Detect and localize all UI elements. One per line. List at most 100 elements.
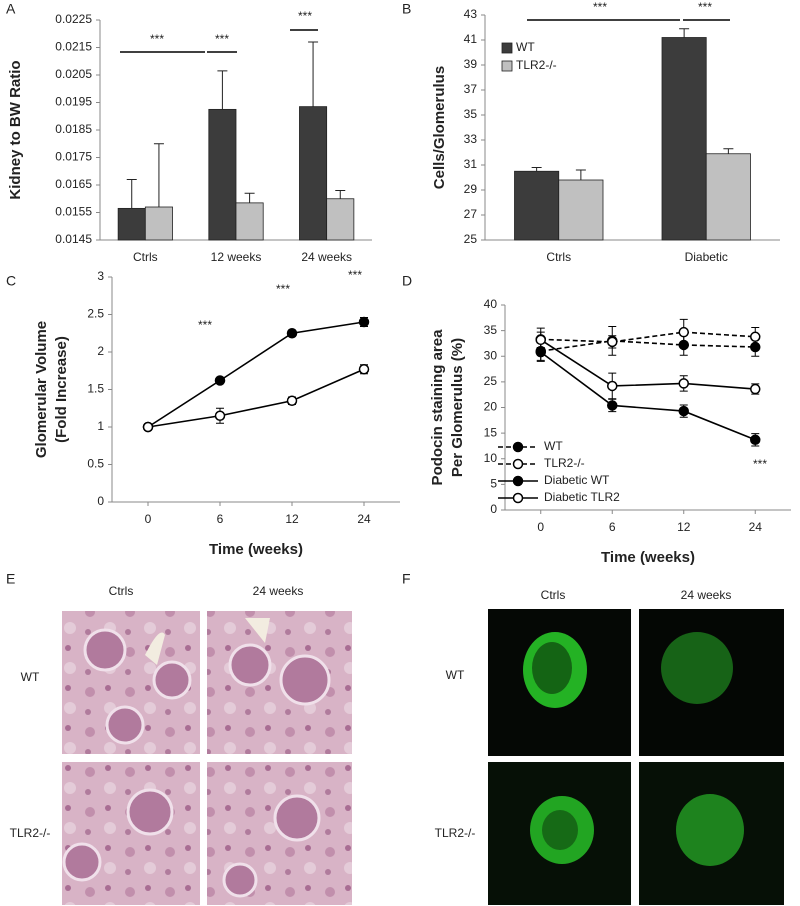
significance: *** [593,0,607,14]
y-tick-label: 2.5 [87,307,104,321]
y-tick-label: 0 [97,494,104,508]
marker [214,410,226,421]
legend-label: Diabetic WT [544,473,610,487]
column-label: Ctrls [109,584,134,598]
error-bar [126,179,137,209]
y-axis-label: Podocin staining area [429,329,446,486]
x-tick-label: 6 [609,520,616,534]
marker [535,346,546,358]
y-tick-label: 30 [484,348,498,362]
significance: *** [276,282,290,296]
y-tick-label: 35 [464,107,478,121]
y-tick-label: 0.0205 [55,67,92,81]
y-tick-label: 27 [464,207,478,221]
x-tick-label: 12 weeks [211,250,262,264]
y-tick-label: 0.0175 [55,150,92,164]
y-tick-label: 3 [97,269,104,283]
panel-label: D [402,273,412,289]
error-bar [153,143,164,207]
marker [358,364,370,375]
panel-label: C [6,273,16,289]
y-tick-label: 0.0225 [55,12,92,26]
fluorescence-images [488,609,784,905]
panel-label: B [402,1,411,17]
x-axis-label: Time (weeks) [601,549,695,566]
y-axis-label: (Fold Increase) [53,336,70,443]
y-tick-label: 33 [464,132,478,146]
y-tick-label: 0.0195 [55,95,92,109]
series-line [540,351,756,441]
y-tick-label: 2 [97,344,104,358]
legend-swatch [501,60,513,72]
bar [208,108,237,241]
y-tick-label: 39 [464,57,478,71]
error-bar [723,148,734,154]
significance: *** [215,32,229,46]
significance: *** [298,9,312,23]
series-line [147,321,365,428]
marker [535,334,546,346]
y-tick-label: 0.0185 [55,122,92,136]
error-bar [308,41,319,107]
marker [750,434,761,446]
y-tick-label: 25 [484,374,498,388]
y-tick-label: 1.5 [87,382,104,396]
y-tick-label: 31 [464,157,478,171]
marker [286,328,298,339]
legend-marker [512,458,524,470]
error-bar [531,167,542,172]
marker [678,326,689,338]
y-tick-label: 10 [484,451,498,465]
legend-marker [512,475,524,487]
bar [299,106,328,241]
x-tick-label: Ctrls [133,250,158,264]
marker [358,316,370,328]
error-bar [335,190,346,199]
y-tick-label: 40 [484,297,498,311]
x-axis-label: Time (weeks) [209,541,303,558]
histology-images [62,611,352,905]
significance: *** [698,0,712,14]
x-tick-label: 24 [357,512,371,526]
marker [142,421,154,433]
error-bar [217,70,228,110]
marker [607,380,618,392]
y-axis-label: Kidney to BW Ratio [7,60,24,199]
bar [326,198,355,241]
x-tick-label: 12 [285,512,299,526]
y-tick-label: 0.0145 [55,232,92,246]
marker [750,331,761,343]
series-line [540,331,756,343]
marker [678,405,689,417]
significance: *** [348,268,362,282]
y-tick-label: 29 [464,182,478,196]
x-tick-label: 12 [677,520,691,534]
legend-label: TLR2-/- [544,456,585,470]
legend-marker [512,441,524,453]
error-bar [679,28,690,38]
legend-marker [512,492,524,504]
row-label: WT [21,670,40,684]
significance: *** [150,32,164,46]
series-line [147,368,365,428]
legend-label: WT [516,40,535,54]
x-tick-label: Ctrls [546,250,571,264]
row-label: WT [446,668,465,682]
bar [117,207,146,241]
panel-label: E [6,571,15,587]
error-bar [575,169,586,180]
y-tick-label: 37 [464,82,478,96]
bar [235,202,264,241]
row-label: TLR2-/- [435,826,476,840]
y-axis-label: Per Glomerulus (%) [449,338,466,477]
panel-label: F [402,571,411,587]
series-line [540,340,756,352]
marker [678,378,689,389]
y-tick-label: 0.0215 [55,40,92,54]
y-tick-label: 35 [484,323,498,337]
bar [558,179,604,241]
y-tick-label: 20 [484,400,498,414]
y-tick-label: 0.5 [87,457,104,471]
x-tick-label: 0 [537,520,544,534]
